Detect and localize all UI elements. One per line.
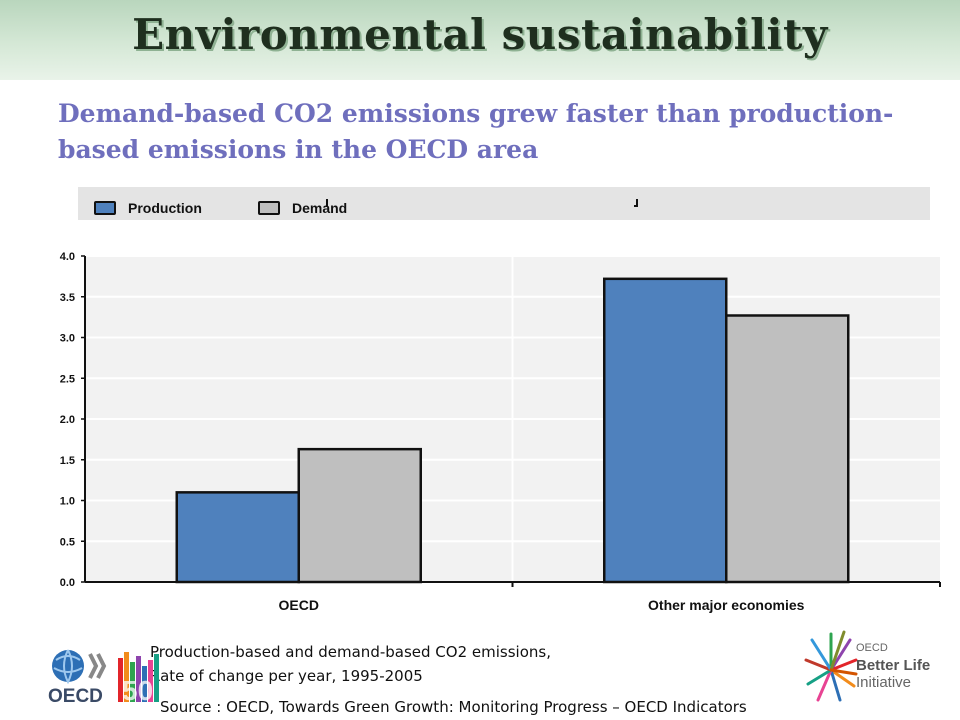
oecd-50-logo: OECD 50 bbox=[48, 649, 159, 707]
y-tick-label: 2.0 bbox=[60, 414, 75, 426]
source-note: Source : OECD, Towards Green Growth: Mon… bbox=[160, 698, 747, 716]
y-tick-label: 3.5 bbox=[60, 292, 75, 304]
legend-item-production: Production bbox=[94, 198, 202, 218]
header-banner: Environmental sustainability Environment… bbox=[0, 0, 960, 80]
y-tick-label: 2.5 bbox=[60, 373, 75, 385]
y-tick-label: 4.0 bbox=[60, 251, 75, 263]
x-category-label: Other major economies bbox=[648, 597, 805, 613]
bar-demand-oecd bbox=[297, 447, 422, 584]
bli-line-1: OECD bbox=[856, 642, 888, 654]
page-title: Environmental sustainability Environment… bbox=[0, 10, 960, 61]
chart-legend: Production Demand bbox=[78, 187, 930, 220]
bar-production-oecd bbox=[175, 491, 300, 584]
globe-icon bbox=[52, 650, 84, 682]
chart-caption: Production-based and demand-based CO2 em… bbox=[150, 640, 670, 688]
legend-swatch-demand bbox=[258, 201, 280, 215]
slide-subtitle: Demand-based CO2 emissions grew faster t… bbox=[58, 99, 894, 164]
page-title-shadow: Environmental sustainability bbox=[134, 12, 830, 61]
y-tick-label: 0.5 bbox=[60, 536, 75, 548]
anniversary-50-mark bbox=[118, 652, 159, 702]
bar-demand-other-major-economies bbox=[725, 314, 850, 584]
page-title-text: Environmental sustainability bbox=[132, 10, 828, 59]
legend-corner-mark bbox=[634, 199, 638, 207]
anniversary-50-text: 50 bbox=[122, 675, 153, 706]
better-life-logo-mark bbox=[804, 630, 858, 702]
legend-swatch-production bbox=[94, 201, 116, 215]
y-tick-label: 1.5 bbox=[60, 455, 75, 467]
legend-item-demand: Demand bbox=[258, 198, 347, 218]
legend-tick-mark bbox=[324, 199, 328, 207]
bar-chart: 0.0 0.5 1.0 1.5 2.0 2.5 3.0 3.5 4.0 OECD Other maj… bbox=[60, 251, 941, 613]
y-tick-label: 1.0 bbox=[60, 496, 75, 508]
caption-line-1: Production-based and demand-based CO2 em… bbox=[150, 643, 551, 661]
bli-line-2: Better Life bbox=[856, 657, 931, 674]
legend-label-production: Production bbox=[128, 200, 202, 216]
x-category-label: OECD bbox=[279, 597, 319, 613]
y-tick-label: 3.0 bbox=[60, 333, 75, 345]
caption-line-2: Rate of change per year, 1995-2005 bbox=[150, 667, 423, 685]
legend-label-demand: Demand bbox=[292, 200, 348, 216]
bli-line-3: Initiative bbox=[856, 674, 912, 691]
bar-production-other-major-economies bbox=[603, 277, 728, 584]
better-life-logo-text: OECD Better Life Initiative bbox=[856, 640, 930, 691]
y-tick-label: 0.0 bbox=[60, 577, 75, 589]
oecd-logo-text: OECD bbox=[48, 686, 103, 707]
